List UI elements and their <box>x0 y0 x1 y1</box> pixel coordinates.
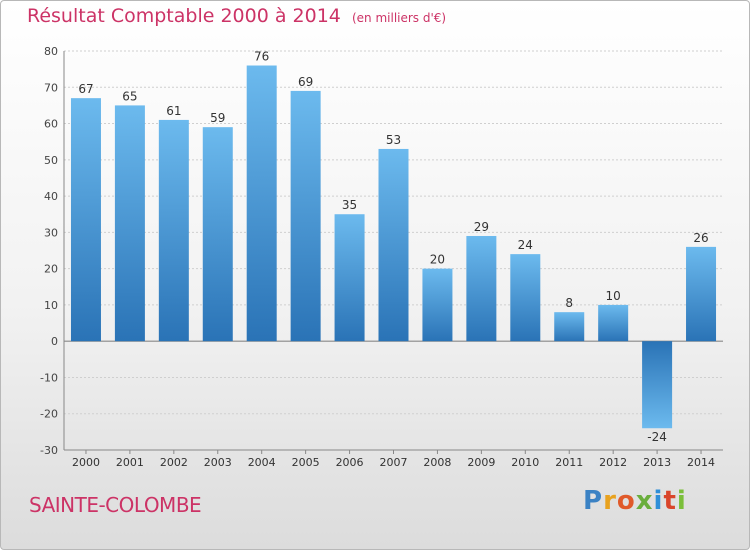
data-label: 8 <box>565 296 573 310</box>
data-label: 65 <box>122 89 137 103</box>
y-tick-label: -30 <box>40 444 58 457</box>
data-label: 53 <box>386 133 401 147</box>
brand-letter: x <box>635 486 654 516</box>
x-tick-label: 2008 <box>423 456 451 469</box>
y-tick-label: 80 <box>44 45 58 58</box>
x-tick-label: 2011 <box>555 456 583 469</box>
data-label: 29 <box>474 220 489 234</box>
x-tick-label: 2000 <box>72 456 100 469</box>
bar <box>686 246 717 342</box>
commune-name: SAINTE-COLOMBE <box>29 493 202 517</box>
x-tick-label: 2006 <box>336 456 364 469</box>
y-tick-label: 10 <box>44 299 58 312</box>
bar <box>202 127 233 342</box>
data-label: 10 <box>606 289 621 303</box>
y-tick-label: 0 <box>51 335 58 348</box>
y-tick-label: 40 <box>44 190 58 203</box>
bar <box>422 268 453 342</box>
brand-letter: t <box>663 486 677 516</box>
chart-subtitle: (en milliers d'€) <box>351 11 447 25</box>
bar <box>114 105 145 342</box>
chart-title: Résultat Comptable 2000 à 2014 <box>27 5 341 27</box>
data-label: 20 <box>430 253 445 267</box>
bar <box>158 119 189 342</box>
data-label: 61 <box>166 104 181 118</box>
x-tick-label: 2007 <box>380 456 408 469</box>
brand-letter: P <box>583 486 604 516</box>
brand-logo: Proxiti <box>583 486 687 516</box>
x-tick-label: 2009 <box>467 456 495 469</box>
data-label: 24 <box>518 238 533 252</box>
bar <box>70 98 101 342</box>
x-tick-label: 2010 <box>511 456 539 469</box>
x-tick-label: 2003 <box>204 456 232 469</box>
x-tick-label: 2002 <box>160 456 188 469</box>
bar <box>334 214 365 342</box>
bar <box>378 148 409 342</box>
y-tick-label: 60 <box>44 118 58 131</box>
brand-letter: i <box>676 486 687 516</box>
bar <box>510 254 541 342</box>
y-tick-label: -10 <box>40 371 58 384</box>
y-tick-label: 50 <box>44 154 58 167</box>
y-tick-label: -20 <box>40 408 58 421</box>
bar <box>246 65 277 342</box>
bar <box>642 341 673 429</box>
y-tick-label: 30 <box>44 226 58 239</box>
bar <box>466 235 497 342</box>
x-tick-label: 2004 <box>248 456 276 469</box>
data-label: 67 <box>78 82 93 96</box>
data-label: 69 <box>298 75 313 89</box>
x-tick-label: 2012 <box>599 456 627 469</box>
data-label: -24 <box>647 430 667 444</box>
y-tick-label: 20 <box>44 263 58 276</box>
bar <box>598 304 629 342</box>
data-label: 59 <box>210 111 225 125</box>
y-tick-label: 70 <box>44 81 58 94</box>
brand-letter: o <box>616 486 636 516</box>
brand-letter: i <box>653 486 664 516</box>
brand-letter: r <box>603 486 617 516</box>
chart-header: Résultat Comptable 2000 à 2014 (en milli… <box>27 5 446 27</box>
x-tick-label: 2014 <box>687 456 715 469</box>
x-tick-label: 2005 <box>292 456 320 469</box>
x-tick-label: 2001 <box>116 456 144 469</box>
bar <box>554 312 585 342</box>
x-tick-label: 2013 <box>643 456 671 469</box>
data-label: 35 <box>342 198 357 212</box>
bar <box>290 90 321 342</box>
data-label: 76 <box>254 50 269 64</box>
data-label: 26 <box>693 231 708 245</box>
